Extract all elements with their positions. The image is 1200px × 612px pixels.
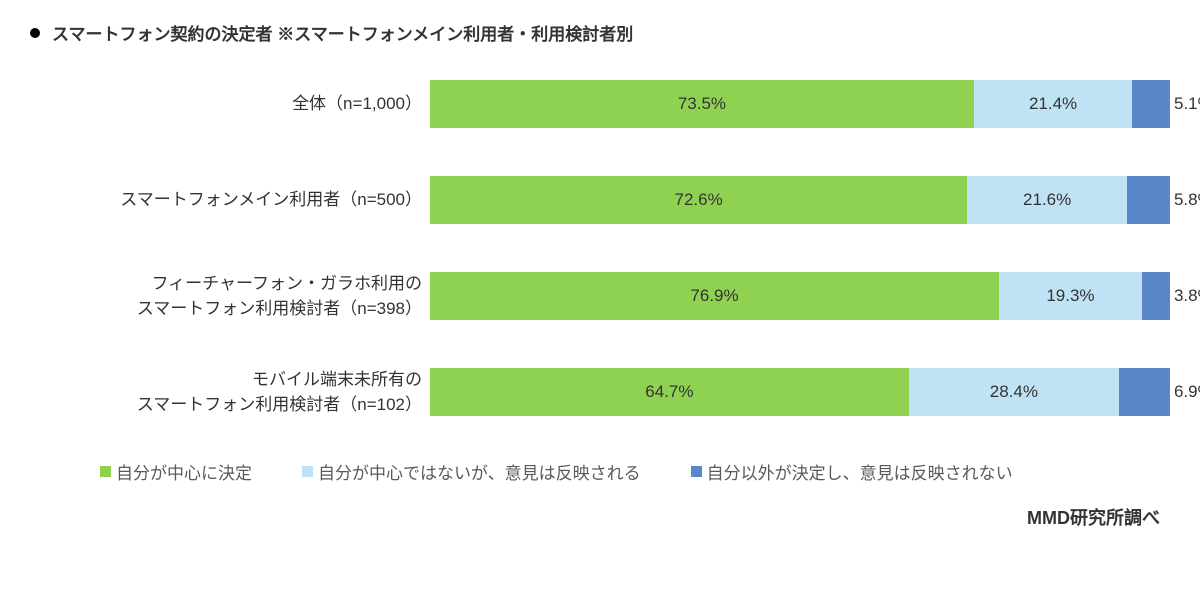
legend: 自分が中心に決定 自分が中心ではないが、意見は反映される 自分以外が決定し、意見は反… bbox=[30, 459, 1170, 484]
chart-row: モバイル端末未所有のスマートフォン利用検討者（n=102）64.7%28.4%6… bbox=[40, 363, 1170, 421]
legend-swatch-icon bbox=[691, 466, 702, 477]
row-label: フィーチャーフォン・ガラホ利用のスマートフォン利用検討者（n=398） bbox=[40, 271, 430, 322]
segment-value-label: 21.4% bbox=[1029, 94, 1077, 114]
segment-value-label: 5.8% bbox=[1174, 190, 1200, 210]
bar-segment: 21.4% bbox=[974, 80, 1132, 128]
segment-value-label: 73.5% bbox=[678, 94, 726, 114]
bar-segment: 3.8% bbox=[1142, 272, 1170, 320]
segment-value-label: 76.9% bbox=[690, 286, 738, 306]
chart-title-row: スマートフォン契約の決定者 ※スマートフォンメイン利用者・利用検討者別 bbox=[30, 20, 1170, 45]
chart-area: 全体（n=1,000） 73.5% 21.4% 5.1% スマートフォンメイン利用者（n… bbox=[30, 75, 1170, 421]
legend-item: 自分が中心に決定 bbox=[100, 459, 252, 484]
legend-label: 自分が中心に決定 bbox=[116, 459, 252, 484]
legend-item: 自分が中心ではないが、意見は反映される bbox=[302, 459, 641, 484]
row-label: モバイル端末未所有のスマートフォン利用検討者（n=102） bbox=[40, 367, 430, 418]
bar-segment: 73.5% bbox=[430, 80, 974, 128]
bar-segment: 21.6% bbox=[967, 176, 1127, 224]
chart-row: フィーチャーフォン・ガラホ利用のスマートフォン利用検討者（n=398）76.9%… bbox=[40, 267, 1170, 325]
bar-track: 73.5% 21.4% 5.1% bbox=[430, 80, 1170, 128]
segment-value-label: 28.4% bbox=[990, 382, 1038, 402]
bar-segment: 5.8% bbox=[1127, 176, 1170, 224]
segment-value-label: 3.8% bbox=[1174, 286, 1200, 306]
legend-item: 自分以外が決定し、意見は反映されない bbox=[691, 459, 1013, 484]
segment-value-label: 19.3% bbox=[1046, 286, 1094, 306]
segment-value-label: 72.6% bbox=[675, 190, 723, 210]
legend-label: 自分以外が決定し、意見は反映されない bbox=[707, 459, 1013, 484]
segment-value-label: 6.9% bbox=[1174, 382, 1200, 402]
title-bullet-icon bbox=[30, 28, 40, 38]
bar-segment: 72.6% bbox=[430, 176, 967, 224]
chart-title: スマートフォン契約の決定者 ※スマートフォンメイン利用者・利用検討者別 bbox=[52, 20, 633, 45]
legend-swatch-icon bbox=[302, 466, 313, 477]
row-label: スマートフォンメイン利用者（n=500） bbox=[40, 187, 430, 213]
bar-track: 76.9% 19.3% 3.8% bbox=[430, 272, 1170, 320]
source-credit: MMD研究所調べ bbox=[30, 504, 1170, 530]
chart-row: スマートフォンメイン利用者（n=500） 72.6% 21.6% 5.8% bbox=[40, 171, 1170, 229]
legend-label: 自分が中心ではないが、意見は反映される bbox=[318, 459, 641, 484]
bar-segment: 6.9% bbox=[1119, 368, 1170, 416]
bar-segment: 76.9% bbox=[430, 272, 999, 320]
row-label: 全体（n=1,000） bbox=[40, 91, 430, 117]
bar-segment: 19.3% bbox=[999, 272, 1142, 320]
bar-segment: 28.4% bbox=[909, 368, 1119, 416]
segment-value-label: 5.1% bbox=[1174, 94, 1200, 114]
bar-segment: 5.1% bbox=[1132, 80, 1170, 128]
segment-value-label: 21.6% bbox=[1023, 190, 1071, 210]
bar-segment: 64.7% bbox=[430, 368, 909, 416]
bar-track: 64.7% 28.4% 6.9% bbox=[430, 368, 1170, 416]
chart-row: 全体（n=1,000） 73.5% 21.4% 5.1% bbox=[40, 75, 1170, 133]
segment-value-label: 64.7% bbox=[645, 382, 693, 402]
bar-track: 72.6% 21.6% 5.8% bbox=[430, 176, 1170, 224]
legend-swatch-icon bbox=[100, 466, 111, 477]
